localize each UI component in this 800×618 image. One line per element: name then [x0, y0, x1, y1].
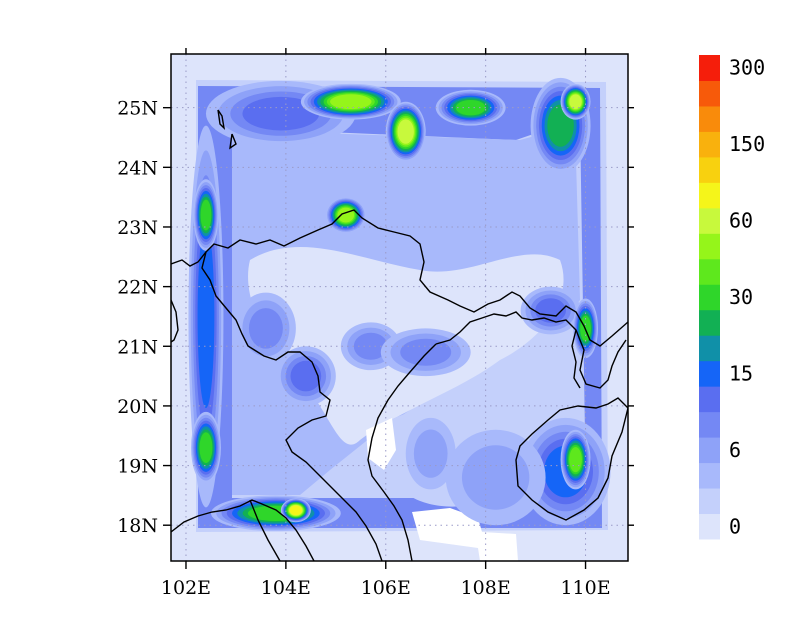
coastlines-and-borders — [171, 109, 628, 561]
colorbar-label: 30 — [729, 285, 753, 309]
contour-region-12-level-5 — [290, 360, 322, 392]
country-border-west — [201, 251, 383, 561]
contour-region-10-level-13 — [289, 505, 302, 516]
colorbar-label: 0 — [729, 514, 741, 538]
contour-region-15-level-4 — [400, 338, 452, 366]
contour-region-8-level-9 — [199, 432, 213, 464]
colorbar-swatch — [699, 411, 720, 438]
y-tick-label: 18N — [117, 515, 158, 537]
coastline-gulf-north — [435, 311, 627, 389]
contour-region-13-level-4 — [248, 308, 283, 349]
contour-region-2-level-12 — [397, 119, 414, 144]
y-tick-label: 19N — [117, 456, 158, 478]
colorbar-swatch — [699, 335, 720, 362]
contour-blobs — [188, 77, 611, 532]
colorbar-swatch — [699, 386, 720, 413]
y-tick-label: 20N — [117, 396, 158, 418]
x-axis-ticks: 102E 104E 106E 108E 110E — [161, 48, 611, 599]
colorbar-label: 300 — [729, 56, 765, 80]
colorbar: 0 6 15 30 60 150 300 — [699, 55, 765, 540]
coast-west-edge — [171, 299, 179, 343]
x-tick-label: 104E — [261, 577, 311, 599]
x-tick-label: 102E — [161, 577, 211, 599]
map-frame — [170, 53, 629, 562]
x-tick-label: 106E — [361, 577, 411, 599]
y-tick-label: 23N — [117, 217, 158, 239]
contour-region-21-level-3 — [413, 429, 448, 478]
contour-region-0-level-5 — [242, 96, 320, 131]
colorbar-swatch — [699, 207, 720, 234]
colorbar-label: 150 — [729, 132, 765, 156]
colorbar-label: 60 — [729, 209, 753, 233]
coastline-vietnam — [367, 343, 437, 561]
contour-region-19-level-10 — [569, 447, 582, 473]
colorbar-swatch — [699, 462, 720, 489]
colorbar-swatch — [699, 437, 720, 464]
colorbar-swatch — [699, 309, 720, 336]
y-tick-label: 21N — [117, 336, 158, 358]
colorbar-swatch — [699, 55, 720, 81]
contour-region-14-level-4 — [353, 332, 388, 360]
y-axis-ticks: 18N 19N 20N 21N 22N 23N 24N 25N — [117, 98, 634, 537]
white-gap-region — [412, 508, 518, 561]
y-tick-label: 24N — [117, 157, 158, 179]
colorbar-swatch — [699, 513, 720, 540]
colorbar-swatch — [699, 131, 720, 158]
colorbar-swatch — [699, 80, 720, 107]
contour-region-16-level-5 — [535, 298, 566, 323]
colorbar-swatch — [699, 233, 720, 260]
x-tick-label: 110E — [560, 577, 610, 599]
colorbar-swatch — [699, 156, 720, 183]
border-laos-inner — [249, 499, 281, 561]
leizhou-coast — [571, 329, 581, 389]
colorbar-swatch — [699, 488, 720, 515]
colorbar-label: 15 — [729, 361, 753, 385]
colorbar-swatch — [699, 105, 720, 132]
contour-region-20-level-3 — [461, 445, 530, 510]
contour-region-5-level-12 — [569, 94, 582, 110]
coastline-hainan — [515, 397, 628, 521]
colorbar-swatch — [699, 182, 720, 209]
contour-region-6-level-6 — [197, 224, 215, 409]
island-left — [217, 109, 237, 150]
colorbar-swatch — [699, 284, 720, 311]
contour-region-1-level-11 — [330, 94, 372, 110]
colorbar-swatch — [699, 360, 720, 387]
colorbar-label: 6 — [729, 438, 741, 462]
country-border-north — [171, 209, 628, 347]
x-tick-label: 108E — [461, 577, 511, 599]
border-laos-south — [171, 499, 315, 561]
contour-region-7-level-9 — [200, 199, 212, 231]
map-grid — [171, 54, 628, 561]
colorbar-swatch — [699, 258, 720, 285]
contour-region-3-level-9 — [455, 99, 486, 116]
contour-map — [171, 54, 628, 561]
y-tick-label: 25N — [117, 98, 158, 120]
y-tick-label: 22N — [117, 277, 158, 299]
